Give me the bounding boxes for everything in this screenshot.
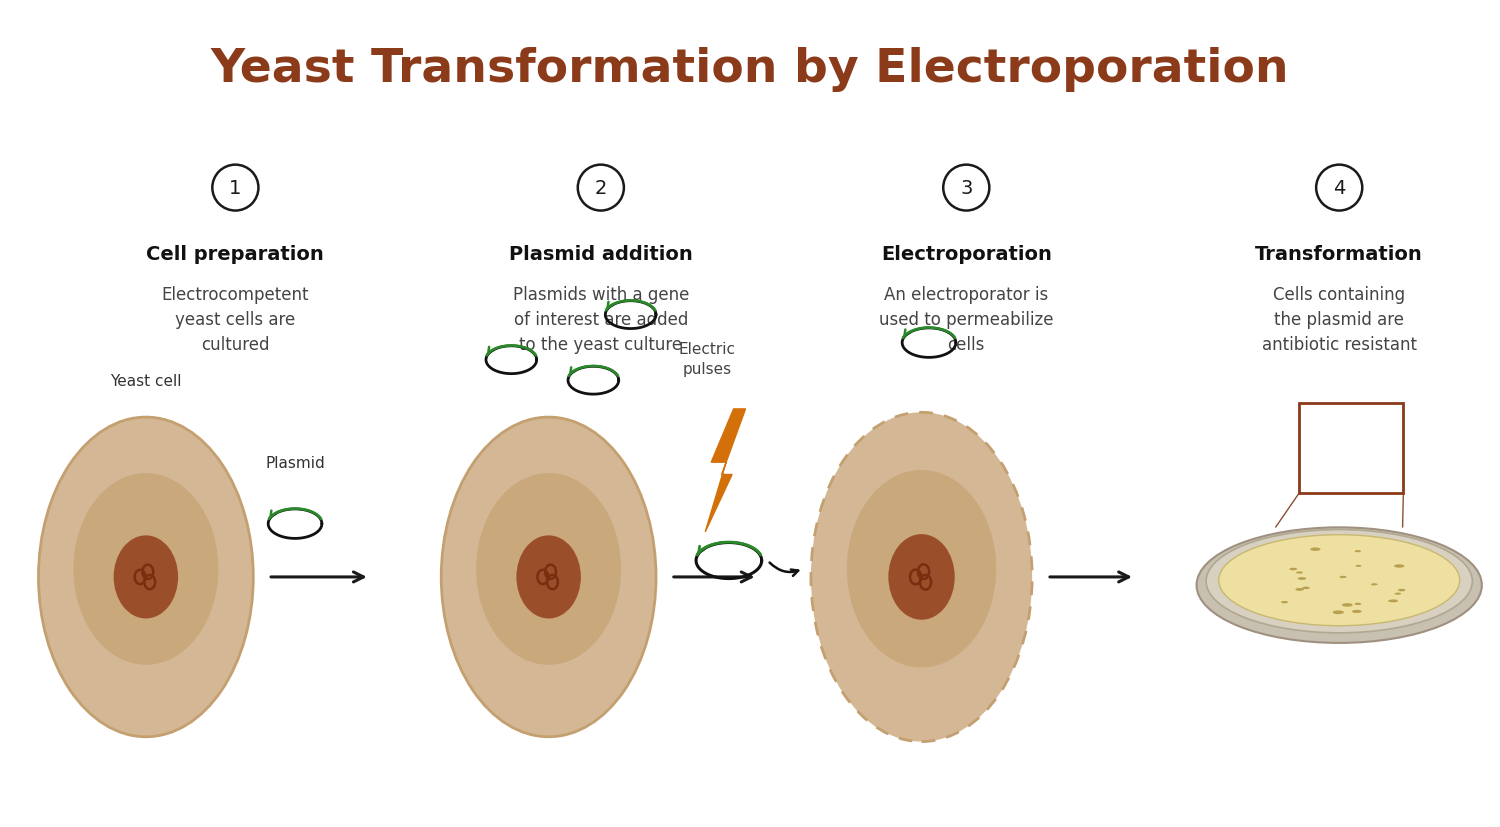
Text: Electric
pulses: Electric pulses bbox=[678, 342, 735, 376]
Polygon shape bbox=[705, 409, 746, 533]
Ellipse shape bbox=[1342, 604, 1353, 607]
Ellipse shape bbox=[1356, 565, 1362, 567]
Ellipse shape bbox=[1302, 587, 1310, 590]
Text: 2: 2 bbox=[594, 179, 608, 198]
Ellipse shape bbox=[847, 471, 996, 667]
Ellipse shape bbox=[1398, 589, 1406, 591]
Ellipse shape bbox=[1352, 610, 1362, 614]
Text: An electroporator is
used to permeabilize
cells: An electroporator is used to permeabiliz… bbox=[879, 285, 1053, 353]
Ellipse shape bbox=[1354, 603, 1362, 605]
Text: Electroporation: Electroporation bbox=[880, 244, 1052, 263]
Ellipse shape bbox=[516, 536, 580, 619]
Text: Transformation: Transformation bbox=[1256, 244, 1424, 263]
Ellipse shape bbox=[1394, 565, 1404, 568]
Ellipse shape bbox=[74, 474, 219, 665]
Text: Plasmids with a gene
of interest are added
to the yeast culture: Plasmids with a gene of interest are add… bbox=[513, 285, 688, 353]
Ellipse shape bbox=[1296, 588, 1304, 591]
Ellipse shape bbox=[888, 534, 954, 620]
Text: Cells containing
the plasmid are
antibiotic resistant: Cells containing the plasmid are antibio… bbox=[1262, 285, 1416, 353]
Ellipse shape bbox=[39, 418, 254, 737]
Ellipse shape bbox=[1395, 593, 1401, 595]
Ellipse shape bbox=[1371, 584, 1377, 586]
Text: Yeast Transformation by Electroporation: Yeast Transformation by Electroporation bbox=[210, 47, 1290, 92]
Text: 4: 4 bbox=[1334, 179, 1346, 198]
Ellipse shape bbox=[1310, 547, 1320, 552]
Ellipse shape bbox=[1354, 551, 1360, 552]
Text: 3: 3 bbox=[960, 179, 972, 198]
Ellipse shape bbox=[1290, 568, 1298, 571]
Text: Cell preparation: Cell preparation bbox=[147, 244, 324, 263]
Ellipse shape bbox=[1296, 571, 1304, 574]
Text: Plasmid addition: Plasmid addition bbox=[509, 244, 693, 263]
Ellipse shape bbox=[812, 413, 1032, 742]
Text: 1: 1 bbox=[230, 179, 242, 198]
Ellipse shape bbox=[1298, 577, 1306, 581]
Text: Electrocompetent
yeast cells are
cultured: Electrocompetent yeast cells are culture… bbox=[162, 285, 309, 353]
Ellipse shape bbox=[1340, 576, 1347, 578]
FancyBboxPatch shape bbox=[1299, 404, 1404, 494]
Ellipse shape bbox=[1389, 600, 1398, 603]
Text: Plasmid: Plasmid bbox=[266, 456, 326, 471]
Text: Yeast cell: Yeast cell bbox=[110, 374, 182, 389]
Ellipse shape bbox=[476, 474, 621, 665]
Ellipse shape bbox=[1281, 601, 1288, 604]
Ellipse shape bbox=[1206, 530, 1473, 633]
Ellipse shape bbox=[1197, 528, 1482, 643]
Ellipse shape bbox=[114, 536, 178, 619]
Ellipse shape bbox=[441, 418, 656, 737]
Ellipse shape bbox=[1332, 610, 1344, 614]
Ellipse shape bbox=[1220, 535, 1460, 626]
Ellipse shape bbox=[1388, 600, 1394, 602]
